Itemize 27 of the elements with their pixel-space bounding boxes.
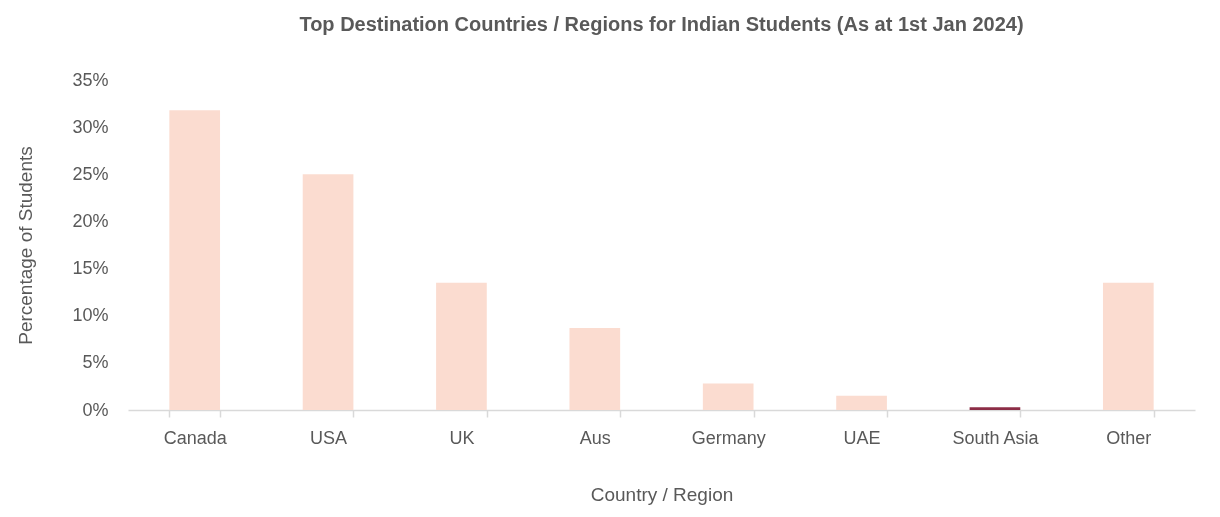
bar xyxy=(836,395,887,410)
x-tick-label: South Asia xyxy=(952,427,1040,448)
x-axis-title: Country / Region xyxy=(590,483,734,505)
bar xyxy=(302,174,354,410)
y-tick-label: 35% xyxy=(72,69,109,90)
y-tick-label: 30% xyxy=(72,116,109,137)
x-tick-label: Other xyxy=(1106,427,1152,448)
bar xyxy=(1102,282,1154,410)
bar xyxy=(436,282,487,410)
bar xyxy=(702,383,754,410)
y-axis-title: Percentage of Students xyxy=(14,146,36,345)
y-tick-label: 5% xyxy=(82,352,109,373)
x-tick-label: Canada xyxy=(163,427,228,448)
bar xyxy=(969,407,1021,410)
x-tick-label: UK xyxy=(449,427,475,448)
bar xyxy=(169,110,221,410)
x-tick-label: Aus xyxy=(579,427,611,448)
y-tick-label: 10% xyxy=(72,305,109,326)
x-tick-label: UAE xyxy=(843,427,881,448)
y-tick-label: 25% xyxy=(72,163,109,184)
x-tick-label: USA xyxy=(310,427,348,448)
x-tick-label: Germany xyxy=(691,427,766,448)
chart-title: Top Destination Countries / Regions for Indian Students (As at 1st Jan 2024) xyxy=(299,13,1024,35)
y-tick-label: 0% xyxy=(82,399,109,420)
bar xyxy=(569,327,621,410)
y-tick-label: 20% xyxy=(72,210,109,231)
y-tick-label: 15% xyxy=(72,258,109,279)
